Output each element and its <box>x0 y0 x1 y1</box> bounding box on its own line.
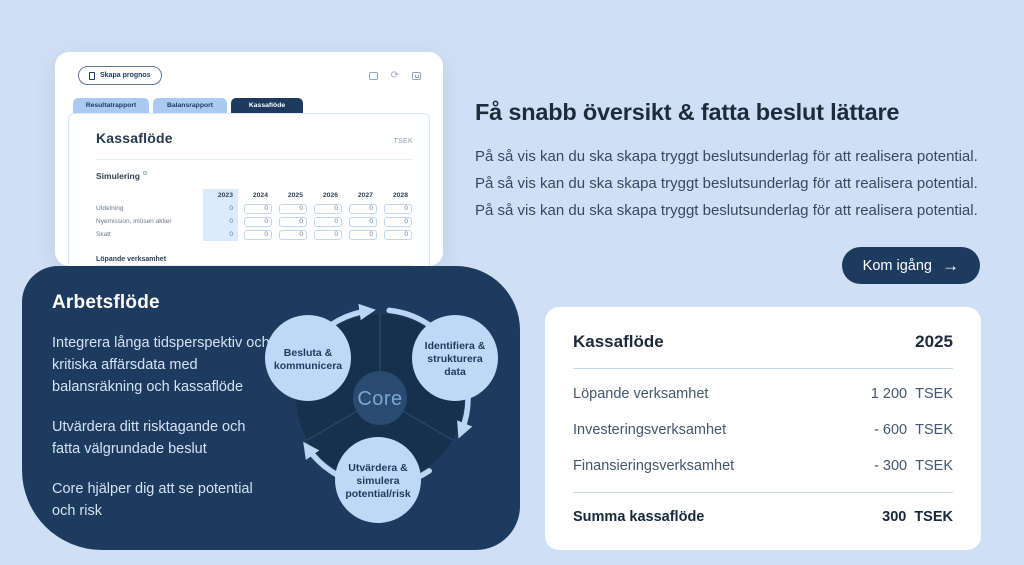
row-label: Utdelning <box>96 205 124 212</box>
refresh-icon[interactable]: ⟳ <box>390 69 399 81</box>
divider <box>573 368 953 369</box>
diagram-node-label: potential/risk <box>345 488 411 500</box>
diagram-node-identifiera <box>412 315 498 401</box>
cell-value: 0 <box>229 205 233 212</box>
tab-kassaflode[interactable]: Kassaflöde <box>231 98 303 113</box>
table-row: Skatt 0 0 0 0 0 0 <box>69 228 429 241</box>
workflow-paragraph: Integrera långa tidsperspektiv och kriti… <box>52 335 270 395</box>
year-header: 2027 <box>357 192 373 199</box>
summary-total-label: Summa kassaflöde <box>573 509 705 525</box>
group-header: Löpande verksamhet <box>96 255 167 263</box>
summary-total-row: Summa kassaflöde 300 TSEK <box>573 493 953 525</box>
year-header-row: 2023 2024 2025 2026 2027 2028 <box>69 189 429 202</box>
diagram-node-label: simulera <box>356 475 399 487</box>
year-input[interactable]: 0 <box>349 203 377 214</box>
report-title: Kassaflöde <box>96 130 173 146</box>
year-header: 2026 <box>322 192 338 199</box>
save-icon[interactable] <box>412 71 421 80</box>
year-input[interactable]: 0 <box>244 203 272 214</box>
divider <box>573 492 953 493</box>
cell-value: 0 <box>229 218 233 225</box>
diagram-node-label: Besluta & <box>284 347 333 359</box>
cell-value: 0 <box>229 231 233 238</box>
diagram-node-label: kommunicera <box>274 360 342 372</box>
diagram-node-besluta <box>265 315 351 401</box>
info-icon <box>142 171 147 176</box>
summary-row: Investeringsverksamhet - 600 TSEK <box>573 405 953 441</box>
diagram-node-utvardera <box>335 437 421 523</box>
year-input[interactable]: 0 <box>314 216 342 227</box>
kassaflode-summary-card: Kassaflöde 2025 Löpande verksamhet 1 200… <box>545 307 981 550</box>
summary-row: Löpande verksamhet 1 200 TSEK <box>573 369 953 405</box>
year-input[interactable]: 0 <box>279 203 307 214</box>
diagram-node-label: data <box>444 366 466 378</box>
year-input[interactable]: 0 <box>244 216 272 227</box>
simulering-section-label: Simulering <box>96 171 413 181</box>
row-label: Nyemission, inlösen aktier <box>96 218 172 225</box>
core-label: Core <box>357 388 402 410</box>
hero-section: Få snabb översikt & fatta beslut lättare… <box>475 99 980 284</box>
report-panel: Kassaflöde TSEK Simulering 2023 2024 202… <box>68 113 430 266</box>
workflow-card: Arbetsflöde Integrera långa tidsperspekt… <box>22 266 520 550</box>
workflow-title: Arbetsflöde <box>52 292 160 313</box>
year-header: 2023 <box>217 192 233 199</box>
diagram-node-label: strukturera <box>427 353 483 365</box>
core-circle <box>353 371 407 425</box>
year-input[interactable]: 0 <box>349 229 377 240</box>
summary-total-value: 300 <box>882 509 907 525</box>
summary-row-label: Finansieringsverksamhet <box>573 457 735 474</box>
kom-igang-button[interactable]: Kom igång → <box>841 247 980 284</box>
hero-body: På så vis kan du ska skapa tryggt beslut… <box>475 148 978 219</box>
report-tabs: Resultatrapport Balansrapport Kassaflöde <box>73 98 443 113</box>
summary-row-value: - 300 <box>874 457 908 474</box>
summary-title: Kassaflöde <box>573 332 664 351</box>
summary-row-unit: TSEK <box>915 421 953 438</box>
year-input[interactable]: 0 <box>384 229 412 240</box>
year-input[interactable]: 0 <box>244 229 272 240</box>
skapa-prognos-label: Skapa prognos <box>100 72 151 79</box>
hero-title: Få snabb översikt & fatta beslut lättare <box>475 99 900 125</box>
table-row: Utdelning 0 0 0 0 0 0 <box>69 202 429 215</box>
document-icon <box>89 71 95 80</box>
summary-row-value: - 600 <box>874 421 908 438</box>
year-header: 2025 <box>287 192 303 199</box>
summary-row-label: Investeringsverksamhet <box>573 421 727 438</box>
year-header: 2028 <box>392 192 408 199</box>
row-label: Skatt <box>96 231 111 238</box>
summary-row-unit: TSEK <box>915 385 953 402</box>
summary-row-unit: TSEK <box>915 457 953 474</box>
year-input[interactable]: 0 <box>279 216 307 227</box>
year-input[interactable]: 0 <box>384 203 412 214</box>
year-input[interactable]: 0 <box>314 229 342 240</box>
core-cycle-diagram: Core Besluta & kommunicera Identifiera &… <box>265 303 498 523</box>
workflow-paragraph: Utvärdera ditt risktagande och fatta väl… <box>52 419 246 457</box>
divider <box>96 159 413 160</box>
summary-total-unit: TSEK <box>914 509 953 525</box>
summary-row-value: 1 200 <box>870 385 908 402</box>
summary-row-label: Löpande verksamhet <box>573 385 709 402</box>
tab-resultatrapport[interactable]: Resultatrapport <box>73 98 149 113</box>
diagram-node-label: Utvärdera & <box>348 462 408 474</box>
year-input[interactable]: 0 <box>314 203 342 214</box>
summary-row: Finansieringsverksamhet - 300 TSEK <box>573 441 953 477</box>
diagram-node-label: Identifiera & <box>425 340 486 352</box>
summary-year: 2025 <box>915 332 953 351</box>
cta-label: Kom igång <box>862 257 932 274</box>
report-unit: TSEK <box>393 138 413 145</box>
skapa-prognos-button[interactable]: Skapa prognos <box>78 66 162 85</box>
app-preview-window: Skapa prognos ⟳ Resultatrapport Balansra… <box>55 52 443 266</box>
year-input[interactable]: 0 <box>349 216 377 227</box>
year-header: 2024 <box>252 192 268 199</box>
tab-balansrapport[interactable]: Balansrapport <box>153 98 227 113</box>
year-input[interactable]: 0 <box>384 216 412 227</box>
arrow-right-icon: → <box>942 255 959 275</box>
app-toolbar: Skapa prognos ⟳ <box>55 52 443 85</box>
workflow-paragraph: Core hjälper dig att se potential och ri… <box>52 481 253 519</box>
folder-icon[interactable] <box>368 71 378 80</box>
table-row: Nyemission, inlösen aktier 0 0 0 0 0 0 <box>69 215 429 228</box>
year-input[interactable]: 0 <box>279 229 307 240</box>
